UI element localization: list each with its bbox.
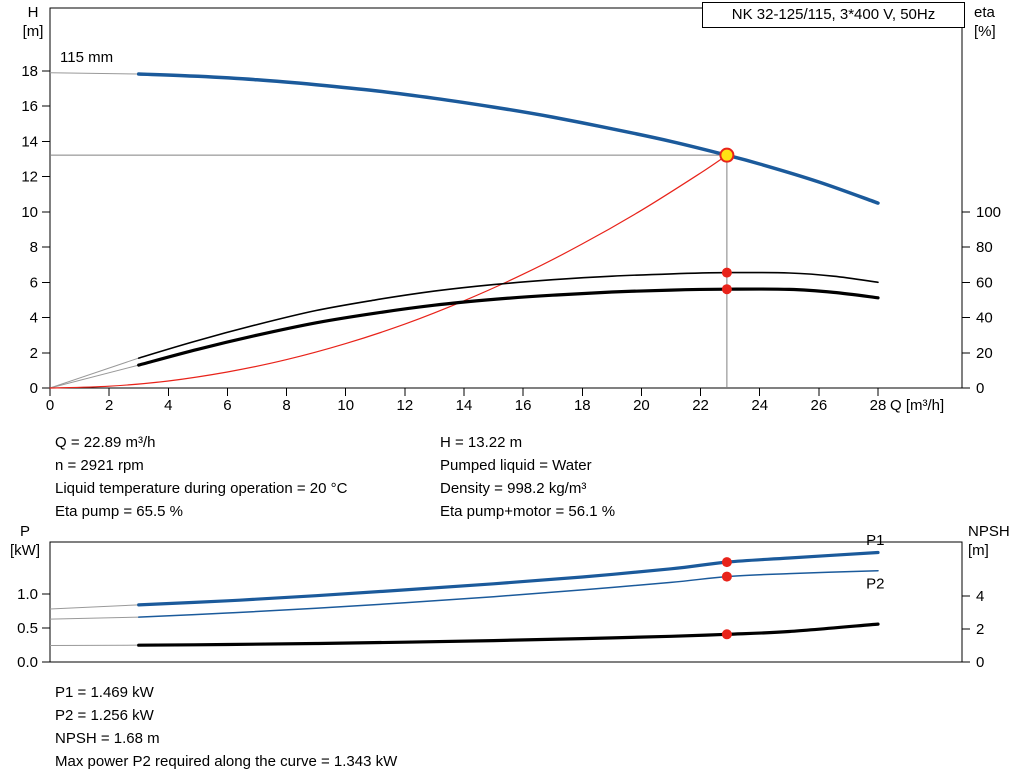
eta-pump-motor-duty-dot <box>721 284 732 295</box>
result-line: n = 2921 rpm <box>55 457 144 474</box>
head-curve-lead-in <box>49 72 139 75</box>
q-axis-tick-label: 2 <box>105 397 113 414</box>
p-axis-name: P <box>19 523 30 540</box>
h-axis-tick-label: 6 <box>30 274 38 291</box>
p-axis-title: P [kW] <box>2 522 48 560</box>
q-axis-tick-label: 26 <box>811 397 828 414</box>
p1-duty-dot <box>721 557 732 568</box>
q-axis-tick-label: 18 <box>574 397 591 414</box>
impeller-diameter-label: 115 mm <box>60 49 114 66</box>
q-axis-tick-label: 8 <box>282 397 290 414</box>
results-top-left: Q = 22.89 m³/h n = 2921 rpm Liquid tempera… <box>55 431 347 523</box>
p1-curve-lead-in <box>49 604 139 610</box>
results-bottom: P1 = 1.469 kW P2 = 1.256 kW NPSH = 1.68 m M… <box>55 681 397 773</box>
h-axis-tick-label: 8 <box>30 239 38 256</box>
result-line: Pumped liquid = Water <box>440 457 592 474</box>
eta-pump-duty-dot <box>721 267 732 278</box>
eta-axis-tick-label: 40 <box>976 310 993 327</box>
h-axis-tick-label: 18 <box>21 63 38 80</box>
pump-model-title: NK 32-125/115, 3*400 V, 50Hz <box>702 2 965 28</box>
npsh-axis-unit: [m] <box>968 542 989 559</box>
h-axis-tick-label: 0 <box>30 380 38 397</box>
result-line: Density = 998.2 kg/m³ <box>440 480 587 497</box>
eta-pump-curve <box>137 271 879 359</box>
eta-axis-name: eta <box>974 4 995 21</box>
q-axis-tick-label: 6 <box>223 397 231 414</box>
npsh-axis-name: NPSH <box>968 523 1010 540</box>
p2-duty-dot <box>721 571 732 582</box>
eta-axis-tick-label: 100 <box>976 204 1001 221</box>
h-axis-tick-label: 4 <box>30 310 38 327</box>
power-npsh-chart[interactable]: 0.0 0.5 1.0 0 2 4 P1 P2 <box>0 510 1024 680</box>
p2-curve-label: P2 <box>866 576 884 593</box>
plot-frame <box>49 7 963 389</box>
results-top-right: H = 13.22 m Pumped liquid = Water Density … <box>440 431 615 523</box>
h-axis-name: H <box>27 4 39 21</box>
result-line: NPSH = 1.68 m <box>55 730 160 747</box>
eta-axis-tick-label: 0 <box>976 380 984 397</box>
result-line: H = 13.22 m <box>440 434 523 451</box>
eta-axis-tick-label: 20 <box>976 345 993 362</box>
result-line: Eta pump+motor = 56.1 % <box>440 503 616 520</box>
eta-axis-title: eta [%] <box>974 3 1020 41</box>
p1-curve <box>137 550 880 607</box>
npsh-axis-tick-label: 0 <box>976 654 984 671</box>
q-axis-label: Q [m³/h] <box>890 397 944 414</box>
p-axis-tick-label: 0.0 <box>17 654 38 671</box>
eta-pump-curve-lead-in <box>49 357 139 389</box>
q-axis-tick-label: 14 <box>456 397 473 414</box>
npsh-curve <box>137 622 880 647</box>
h-axis-tick-label: 16 <box>21 98 38 115</box>
h-axis-tick-label: 10 <box>21 204 38 221</box>
plot-frame <box>49 541 963 663</box>
q-axis-tick-label: 28 <box>870 397 887 414</box>
eta-axis-tick-label: 60 <box>976 274 993 291</box>
eta-pump-motor-curve-lead-in <box>49 364 139 389</box>
result-line: Max power P2 required along the curve = … <box>55 753 398 770</box>
h-axis-tick-label: 2 <box>30 345 38 362</box>
q-axis-tick-label: 10 <box>337 397 354 414</box>
result-line: Liquid temperature during operation = 20… <box>55 480 348 497</box>
q-axis-tick-label: 4 <box>164 397 172 414</box>
operating-point-marker[interactable] <box>719 147 735 163</box>
h-axis-title: H [m] <box>16 3 50 41</box>
p2-curve-lead-in <box>49 616 139 620</box>
eta-axis-tick-label: 80 <box>976 239 993 256</box>
q-axis-tick-label: 22 <box>692 397 709 414</box>
npsh-axis-tick-label: 4 <box>976 588 984 605</box>
result-line: Eta pump = 65.5 % <box>55 503 183 520</box>
result-line: P2 = 1.256 kW <box>55 707 154 724</box>
q-axis-tick-label: 16 <box>515 397 532 414</box>
q-axis-tick-label: 20 <box>633 397 650 414</box>
eta-axis-unit: [%] <box>974 23 996 40</box>
npsh-duty-dot <box>721 629 732 640</box>
result-line: P1 = 1.469 kW <box>55 684 154 701</box>
h-axis-tick-label: 12 <box>21 169 38 186</box>
npsh-axis-title: NPSH [m] <box>968 522 1022 560</box>
p1-curve-label: P1 <box>866 532 884 549</box>
npsh-axis-tick-label: 2 <box>976 621 984 638</box>
p2-curve <box>137 569 879 618</box>
p-axis-unit: [kW] <box>10 542 40 559</box>
h-axis-tick-label: 14 <box>21 133 38 150</box>
p-axis-tick-label: 1.0 <box>17 586 38 603</box>
system-curve <box>49 154 728 389</box>
h-axis-unit: [m] <box>22 23 44 40</box>
p-axis-tick-label: 0.5 <box>17 620 38 637</box>
q-axis-tick-label: 12 <box>397 397 414 414</box>
q-axis-tick-label: 0 <box>46 397 54 414</box>
head-curve <box>136 72 880 205</box>
result-line: Q = 22.89 m³/h <box>55 434 156 451</box>
q-axis-tick-label: 24 <box>751 397 768 414</box>
eta-pump-motor-curve <box>137 287 880 367</box>
